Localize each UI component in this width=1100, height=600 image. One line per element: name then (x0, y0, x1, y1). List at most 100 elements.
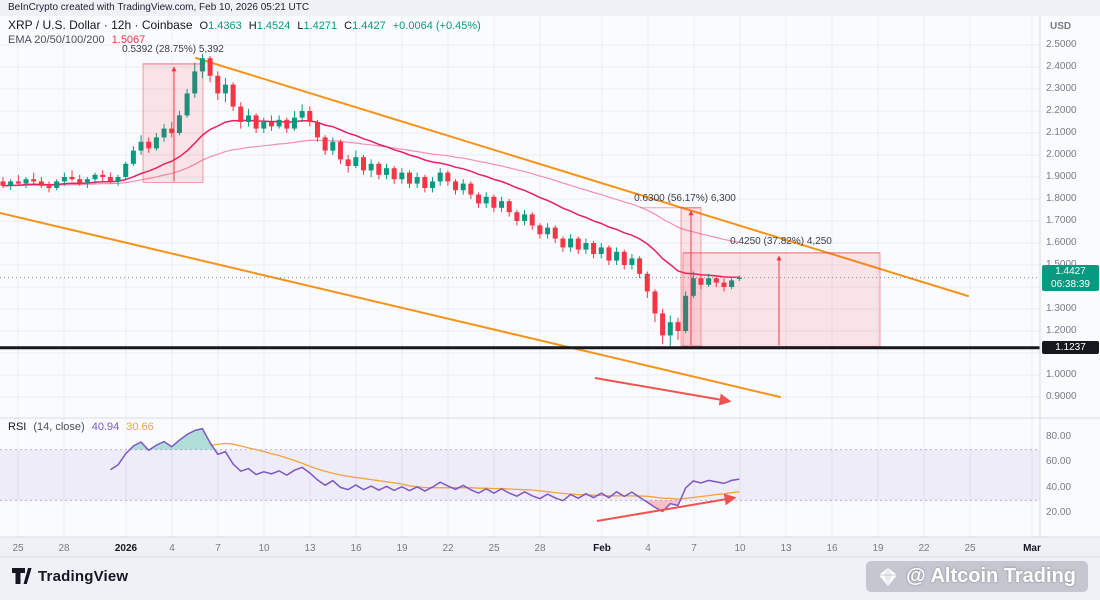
ohlc-open: O1.4363 (199, 20, 242, 32)
candle-body (31, 179, 37, 182)
price-axis-tick: 1.8000 (1046, 193, 1077, 204)
candle-body (314, 122, 320, 138)
candle-body (729, 280, 735, 287)
candle-body (84, 179, 90, 184)
candle-body (245, 115, 251, 122)
candle-body (399, 172, 405, 180)
candle-body (107, 177, 113, 182)
candle-body (215, 75, 221, 94)
candle-body (414, 177, 420, 184)
ohlc-low: L1.4271 (297, 20, 338, 32)
rsi-ma-value: 30.66 (126, 421, 154, 433)
candle-body (514, 212, 520, 221)
rsi-axis-tick: 60.00 (1046, 456, 1072, 468)
candle-body (560, 238, 566, 248)
candle-body (307, 111, 313, 122)
candle-body (460, 183, 466, 191)
price-axis[interactable]: 2.5000 2.4000 2.3000 2.2000 2.1000 2.0000 1.90… (1046, 0, 1100, 600)
time-axis-tick: Mar (1023, 543, 1041, 554)
time-axis-tick: 13 (780, 543, 792, 554)
symbol-title: XRP / U.S. Dollar · 12h · Coinbase (8, 18, 193, 32)
rsi-value: 40.94 (91, 421, 120, 433)
candle-body (537, 225, 543, 235)
candle-body (476, 194, 482, 204)
candle-body (77, 179, 83, 184)
candle-body (368, 163, 374, 171)
candle-body (598, 247, 604, 254)
candle-body (606, 247, 612, 261)
rsi-axis-tick: 80.00 (1046, 431, 1072, 442)
rsi-title: RSI (8, 421, 27, 433)
rsi-oversold-fill (561, 500, 681, 512)
price-axis-tick: 1.3000 (1046, 303, 1077, 314)
tradingview-logo-icon (12, 568, 32, 584)
candle-body (61, 177, 67, 182)
rsi-legend[interactable]: RSI (14, close) 40.94 30.66 (8, 421, 154, 433)
ema-legend[interactable]: EMA 20/50/100/200 1.5067 (8, 34, 145, 46)
candle-body (192, 71, 198, 94)
ema-label: EMA 20/50/100/200 (8, 34, 105, 46)
price-axis-tick: 1.2000 (1046, 325, 1077, 336)
time-axis-tick: 22 (918, 543, 930, 554)
candle-body (337, 141, 343, 160)
rsi-divergence-arrow[interactable] (596, 493, 737, 522)
candle-body (667, 322, 673, 336)
candle-body (384, 168, 389, 175)
candle-body (499, 201, 505, 208)
price-axis-tick: 1.5000 (1046, 259, 1077, 270)
ohlc-high: H1.4524 (248, 20, 291, 32)
rsi-band (0, 449, 1040, 501)
tradingview-brand-text: TradingView (38, 567, 129, 585)
fib-zone-box[interactable] (682, 252, 881, 347)
candle-body (146, 141, 152, 149)
candle-body (230, 84, 236, 107)
time-axis[interactable]: 25 28 2026 4 7 10 13 16 19 22 25 28 Feb 4 7 10 13 16 19 22 2… (0, 539, 1100, 557)
candle-body (199, 58, 205, 72)
symbol-legend[interactable]: XRP / U.S. Dollar · 12h · Coinbase O1.43… (8, 18, 481, 32)
fib-zone-box[interactable] (142, 63, 204, 183)
price-trend-arrow[interactable] (594, 377, 732, 406)
candle-body (360, 157, 366, 171)
time-axis-tick: 4 (169, 543, 175, 554)
price-axis-tick: 2.5000 (1046, 39, 1077, 50)
candle-body (575, 238, 581, 250)
chart-background (0, 16, 1100, 537)
candle-body (0, 181, 6, 186)
price-axis-tick: 1.7000 (1046, 215, 1077, 226)
trendline[interactable] (0, 212, 781, 398)
candle-body (161, 128, 167, 138)
ema-value: 1.5067 (111, 34, 146, 46)
price-axis-tick: 2.2000 (1046, 105, 1077, 116)
tradingview-logo[interactable]: TradingView (10, 565, 128, 587)
ema50-line (2, 139, 740, 244)
attribution-text: BeInCrypto created with TradingView.com,… (8, 2, 310, 13)
candle-body (15, 181, 21, 184)
candle-body (614, 251, 620, 261)
candle-body (506, 201, 512, 213)
candle-body (345, 159, 351, 166)
price-axis-tick: 0.9000 (1046, 391, 1077, 402)
candle-body (706, 278, 712, 285)
rsi-axis-tick: 20.00 (1046, 507, 1072, 518)
candle-body (276, 119, 282, 127)
candle-body (621, 251, 627, 265)
time-axis-tick: 2026 (114, 543, 138, 554)
candle-body (8, 181, 14, 186)
candle-body (268, 122, 274, 127)
candle-body (652, 291, 658, 314)
candle-countdown: 06:38:39 (1051, 279, 1090, 290)
candle-body (660, 313, 666, 336)
channel-watermark: @ Altcoin Trading (866, 561, 1088, 592)
trendline[interactable] (195, 57, 969, 297)
candle-body (491, 196, 497, 208)
candle-body (38, 181, 44, 186)
time-axis-tick: 25 (964, 543, 976, 554)
currency-label[interactable]: USD (1050, 21, 1072, 32)
time-axis-tick: 16 (350, 543, 362, 554)
candle-body (445, 172, 451, 182)
change-value: +0.0064 (+0.45%) (392, 20, 481, 32)
candle-body (683, 295, 689, 331)
time-axis-tick: 7 (215, 543, 221, 554)
candle-body (736, 277, 742, 280)
